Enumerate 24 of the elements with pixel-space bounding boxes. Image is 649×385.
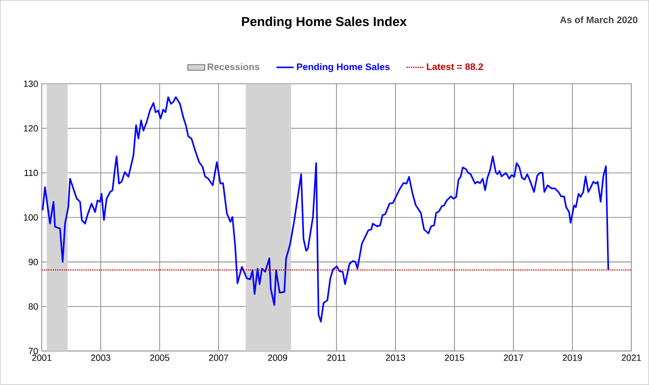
x-tick-label: 2005 bbox=[150, 354, 170, 362]
x-tick-label: 2021 bbox=[622, 354, 641, 362]
y-tick-label: 100 bbox=[24, 214, 38, 221]
x-tick-label: 2015 bbox=[444, 354, 464, 362]
x-tick-label: 2001 bbox=[32, 354, 52, 362]
legend-label: Pending Home Sales bbox=[296, 63, 390, 72]
x-tick-label: 2003 bbox=[91, 354, 110, 362]
y-tick-label: 120 bbox=[24, 125, 38, 132]
x-tick-label: 2011 bbox=[327, 354, 346, 362]
legend-label: Recessions bbox=[208, 63, 260, 70]
y-tick-label: 110 bbox=[24, 170, 38, 176]
y-tick-label: 70 bbox=[28, 348, 38, 354]
y-tick-label: 90 bbox=[28, 258, 38, 266]
x-tick-label: 2013 bbox=[386, 354, 406, 362]
x-tick-label: 2017 bbox=[504, 354, 523, 362]
x-tick-label: 2007 bbox=[209, 354, 228, 362]
x-tick-label: 2009 bbox=[268, 354, 288, 362]
chart-title: Pending Home Sales Index bbox=[242, 16, 407, 29]
x-tick-label: 2019 bbox=[562, 354, 582, 362]
legend-label: Latest = 88.2 bbox=[426, 63, 484, 70]
y-tick-label: 80 bbox=[28, 303, 38, 310]
line-series bbox=[42, 96, 610, 323]
chart-subtitle: As of March 2020 bbox=[560, 16, 638, 24]
y-tick-label: 130 bbox=[24, 80, 38, 88]
